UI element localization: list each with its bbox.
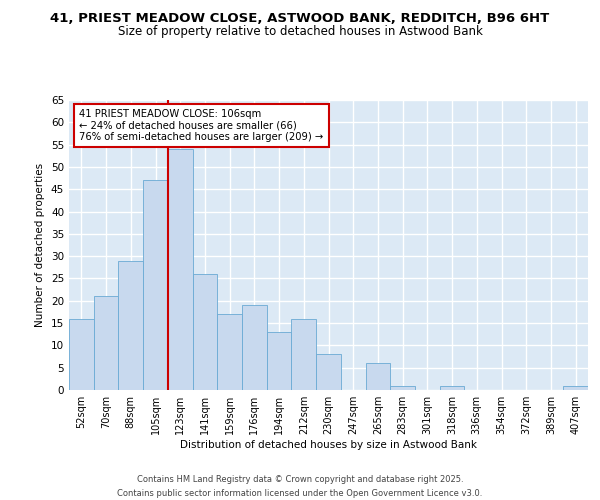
Bar	[292, 318, 316, 390]
Bar	[94, 296, 118, 390]
Bar	[390, 386, 415, 390]
Text: Contains HM Land Registry data © Crown copyright and database right 2025.
Contai: Contains HM Land Registry data © Crown c…	[118, 476, 482, 498]
Bar	[168, 149, 193, 390]
Bar	[267, 332, 292, 390]
Bar	[193, 274, 217, 390]
Bar	[316, 354, 341, 390]
Bar	[69, 318, 94, 390]
Bar	[440, 386, 464, 390]
Text: 41 PRIEST MEADOW CLOSE: 106sqm
← 24% of detached houses are smaller (66)
76% of : 41 PRIEST MEADOW CLOSE: 106sqm ← 24% of …	[79, 108, 323, 142]
Bar	[217, 314, 242, 390]
Bar	[365, 363, 390, 390]
Bar	[563, 386, 588, 390]
Bar	[118, 260, 143, 390]
Text: 41, PRIEST MEADOW CLOSE, ASTWOOD BANK, REDDITCH, B96 6HT: 41, PRIEST MEADOW CLOSE, ASTWOOD BANK, R…	[50, 12, 550, 26]
Bar	[143, 180, 168, 390]
Bar	[242, 305, 267, 390]
Text: Size of property relative to detached houses in Astwood Bank: Size of property relative to detached ho…	[118, 25, 482, 38]
Y-axis label: Number of detached properties: Number of detached properties	[35, 163, 46, 327]
X-axis label: Distribution of detached houses by size in Astwood Bank: Distribution of detached houses by size …	[180, 440, 477, 450]
